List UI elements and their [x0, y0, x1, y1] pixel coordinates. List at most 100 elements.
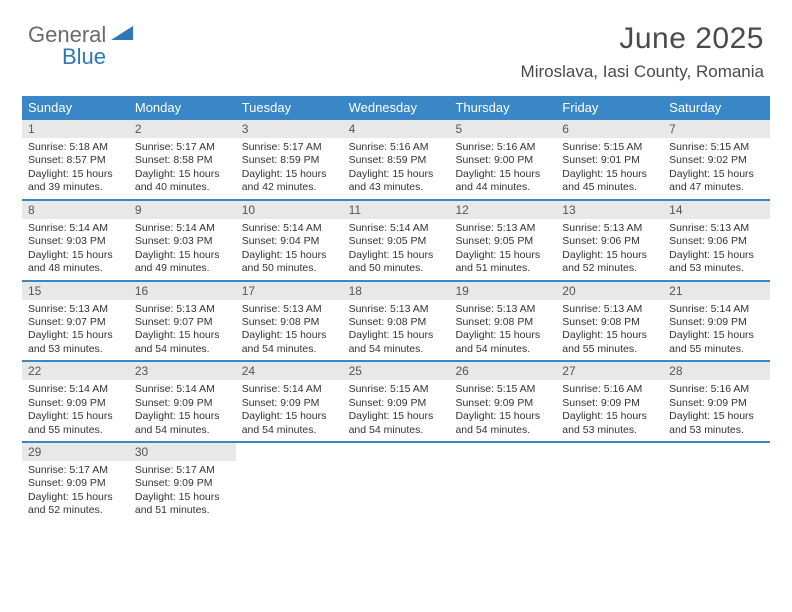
sunset-line: Sunset: 9:09 PM — [349, 397, 444, 410]
weekday-header: Sunday — [22, 96, 129, 120]
day-body: Sunrise: 5:16 AMSunset: 9:00 PMDaylight:… — [449, 138, 556, 199]
daylight-line: Daylight: 15 hours and 45 minutes. — [562, 168, 657, 195]
day-cell: 3Sunrise: 5:17 AMSunset: 8:59 PMDaylight… — [236, 120, 343, 199]
sunset-line: Sunset: 9:09 PM — [669, 397, 764, 410]
day-cell: 22Sunrise: 5:14 AMSunset: 9:09 PMDayligh… — [22, 362, 129, 441]
week-row: 22Sunrise: 5:14 AMSunset: 9:09 PMDayligh… — [22, 362, 770, 443]
day-cell: 2Sunrise: 5:17 AMSunset: 8:58 PMDaylight… — [129, 120, 236, 199]
sunrise-line: Sunrise: 5:13 AM — [349, 303, 444, 316]
day-body: Sunrise: 5:14 AMSunset: 9:09 PMDaylight:… — [663, 300, 770, 361]
daylight-line: Daylight: 15 hours and 39 minutes. — [28, 168, 123, 195]
day-cell: 18Sunrise: 5:13 AMSunset: 9:08 PMDayligh… — [343, 282, 450, 361]
daylight-line: Daylight: 15 hours and 42 minutes. — [242, 168, 337, 195]
day-number: 7 — [663, 120, 770, 138]
day-body: Sunrise: 5:18 AMSunset: 8:57 PMDaylight:… — [22, 138, 129, 199]
sunrise-line: Sunrise: 5:14 AM — [28, 383, 123, 396]
day-cell: 6Sunrise: 5:15 AMSunset: 9:01 PMDaylight… — [556, 120, 663, 199]
day-cell: 11Sunrise: 5:14 AMSunset: 9:05 PMDayligh… — [343, 201, 450, 280]
day-cell: 8Sunrise: 5:14 AMSunset: 9:03 PMDaylight… — [22, 201, 129, 280]
daylight-line: Daylight: 15 hours and 52 minutes. — [562, 249, 657, 276]
day-number: 23 — [129, 362, 236, 380]
sunset-line: Sunset: 9:09 PM — [669, 316, 764, 329]
sunrise-line: Sunrise: 5:16 AM — [455, 141, 550, 154]
day-number: 22 — [22, 362, 129, 380]
day-body: Sunrise: 5:17 AMSunset: 8:58 PMDaylight:… — [129, 138, 236, 199]
empty-day-cell — [449, 443, 556, 522]
daylight-line: Daylight: 15 hours and 54 minutes. — [455, 329, 550, 356]
day-body: Sunrise: 5:13 AMSunset: 9:06 PMDaylight:… — [556, 219, 663, 280]
weekday-header: Thursday — [449, 96, 556, 120]
day-cell: 9Sunrise: 5:14 AMSunset: 9:03 PMDaylight… — [129, 201, 236, 280]
daylight-line: Daylight: 15 hours and 52 minutes. — [28, 491, 123, 518]
day-cell: 26Sunrise: 5:15 AMSunset: 9:09 PMDayligh… — [449, 362, 556, 441]
day-number: 6 — [556, 120, 663, 138]
day-body: Sunrise: 5:14 AMSunset: 9:05 PMDaylight:… — [343, 219, 450, 280]
day-number: 9 — [129, 201, 236, 219]
day-number: 11 — [343, 201, 450, 219]
day-number: 30 — [129, 443, 236, 461]
daylight-line: Daylight: 15 hours and 40 minutes. — [135, 168, 230, 195]
daylight-line: Daylight: 15 hours and 55 minutes. — [669, 329, 764, 356]
sunset-line: Sunset: 9:08 PM — [455, 316, 550, 329]
location-text: Miroslava, Iasi County, Romania — [521, 62, 764, 82]
sunset-line: Sunset: 9:08 PM — [562, 316, 657, 329]
day-number: 14 — [663, 201, 770, 219]
sunset-line: Sunset: 9:09 PM — [28, 397, 123, 410]
day-body: Sunrise: 5:13 AMSunset: 9:08 PMDaylight:… — [236, 300, 343, 361]
empty-day-cell — [236, 443, 343, 522]
weekday-header: Monday — [129, 96, 236, 120]
day-body: Sunrise: 5:13 AMSunset: 9:05 PMDaylight:… — [449, 219, 556, 280]
daylight-line: Daylight: 15 hours and 55 minutes. — [562, 329, 657, 356]
sunrise-line: Sunrise: 5:16 AM — [562, 383, 657, 396]
day-cell: 28Sunrise: 5:16 AMSunset: 9:09 PMDayligh… — [663, 362, 770, 441]
sunrise-line: Sunrise: 5:13 AM — [562, 303, 657, 316]
day-number: 29 — [22, 443, 129, 461]
day-body: Sunrise: 5:15 AMSunset: 9:02 PMDaylight:… — [663, 138, 770, 199]
daylight-line: Daylight: 15 hours and 54 minutes. — [455, 410, 550, 437]
week-row: 8Sunrise: 5:14 AMSunset: 9:03 PMDaylight… — [22, 201, 770, 282]
day-cell: 5Sunrise: 5:16 AMSunset: 9:00 PMDaylight… — [449, 120, 556, 199]
day-body: Sunrise: 5:17 AMSunset: 8:59 PMDaylight:… — [236, 138, 343, 199]
sunrise-line: Sunrise: 5:16 AM — [669, 383, 764, 396]
day-body: Sunrise: 5:14 AMSunset: 9:09 PMDaylight:… — [129, 380, 236, 441]
day-body: Sunrise: 5:16 AMSunset: 9:09 PMDaylight:… — [556, 380, 663, 441]
daylight-line: Daylight: 15 hours and 54 minutes. — [135, 329, 230, 356]
day-body: Sunrise: 5:13 AMSunset: 9:07 PMDaylight:… — [22, 300, 129, 361]
day-number: 4 — [343, 120, 450, 138]
day-cell: 7Sunrise: 5:15 AMSunset: 9:02 PMDaylight… — [663, 120, 770, 199]
day-cell: 23Sunrise: 5:14 AMSunset: 9:09 PMDayligh… — [129, 362, 236, 441]
day-body: Sunrise: 5:15 AMSunset: 9:01 PMDaylight:… — [556, 138, 663, 199]
sunrise-line: Sunrise: 5:16 AM — [349, 141, 444, 154]
sunset-line: Sunset: 9:00 PM — [455, 154, 550, 167]
brand-word-blue: Blue — [62, 44, 106, 69]
sunrise-line: Sunrise: 5:17 AM — [135, 141, 230, 154]
daylight-line: Daylight: 15 hours and 53 minutes. — [28, 329, 123, 356]
empty-day-cell — [343, 443, 450, 522]
day-cell: 30Sunrise: 5:17 AMSunset: 9:09 PMDayligh… — [129, 443, 236, 522]
sunset-line: Sunset: 9:05 PM — [455, 235, 550, 248]
sunset-line: Sunset: 8:58 PM — [135, 154, 230, 167]
daylight-line: Daylight: 15 hours and 54 minutes. — [242, 329, 337, 356]
sunset-line: Sunset: 9:03 PM — [135, 235, 230, 248]
day-body: Sunrise: 5:15 AMSunset: 9:09 PMDaylight:… — [343, 380, 450, 441]
sunrise-line: Sunrise: 5:17 AM — [28, 464, 123, 477]
day-number: 17 — [236, 282, 343, 300]
day-number: 18 — [343, 282, 450, 300]
day-number: 13 — [556, 201, 663, 219]
day-number: 8 — [22, 201, 129, 219]
sunrise-line: Sunrise: 5:14 AM — [242, 222, 337, 235]
sunrise-line: Sunrise: 5:15 AM — [562, 141, 657, 154]
sunset-line: Sunset: 9:09 PM — [562, 397, 657, 410]
day-cell: 16Sunrise: 5:13 AMSunset: 9:07 PMDayligh… — [129, 282, 236, 361]
sunrise-line: Sunrise: 5:14 AM — [28, 222, 123, 235]
sunset-line: Sunset: 9:09 PM — [135, 397, 230, 410]
daylight-line: Daylight: 15 hours and 53 minutes. — [669, 249, 764, 276]
day-number: 1 — [22, 120, 129, 138]
sunrise-line: Sunrise: 5:14 AM — [135, 383, 230, 396]
sunset-line: Sunset: 9:06 PM — [669, 235, 764, 248]
sunrise-line: Sunrise: 5:15 AM — [669, 141, 764, 154]
day-number: 20 — [556, 282, 663, 300]
sunset-line: Sunset: 9:03 PM — [28, 235, 123, 248]
empty-day-cell — [663, 443, 770, 522]
day-body: Sunrise: 5:13 AMSunset: 9:08 PMDaylight:… — [449, 300, 556, 361]
